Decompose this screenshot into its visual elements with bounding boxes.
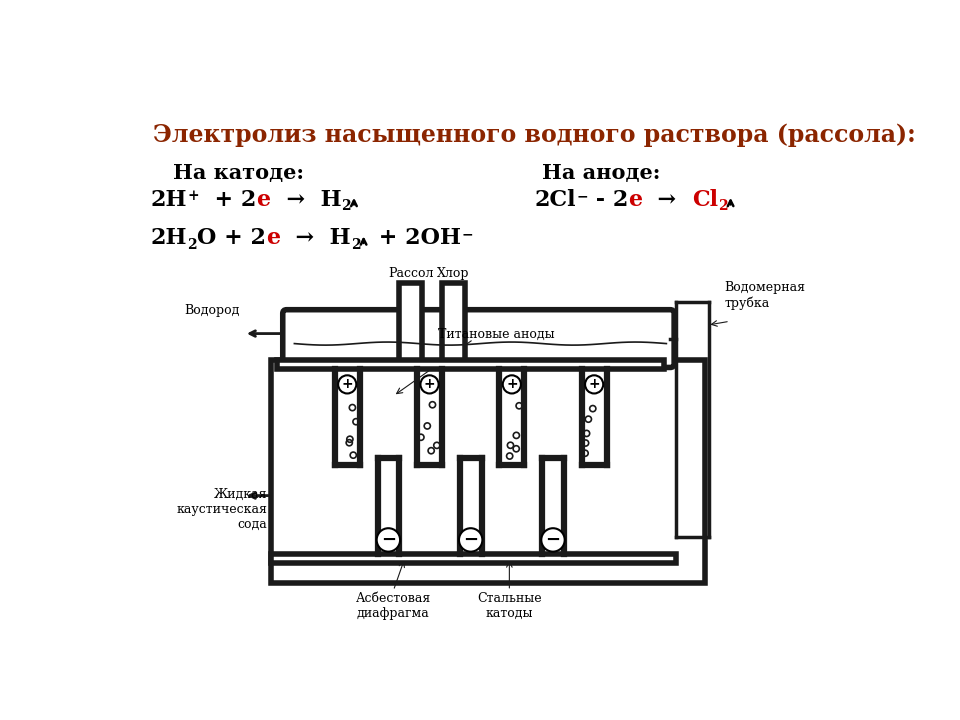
Text: −: − xyxy=(381,531,396,549)
Text: Cl: Cl xyxy=(692,189,718,211)
Text: 2: 2 xyxy=(718,199,728,213)
Text: - 2: - 2 xyxy=(588,189,628,211)
Text: 2Cl: 2Cl xyxy=(535,189,576,211)
Text: Стальные
катоды: Стальные катоды xyxy=(477,593,541,621)
Text: На катоде:: На катоде: xyxy=(173,163,303,184)
Text: Титановые аноды: Титановые аноды xyxy=(439,328,555,341)
Text: →  H: → H xyxy=(280,228,350,249)
Bar xyxy=(271,360,706,583)
Text: +: + xyxy=(506,377,517,392)
Text: Жидкая
каустическая
сода: Жидкая каустическая сода xyxy=(177,488,267,531)
Text: Асбестовая
диафрагма: Асбестовая диафрагма xyxy=(356,593,431,621)
Text: + 2OH: + 2OH xyxy=(372,228,462,249)
Text: 2: 2 xyxy=(187,238,197,252)
Text: +: + xyxy=(588,377,600,392)
Bar xyxy=(442,283,465,364)
Text: Хлор: Хлор xyxy=(437,266,469,279)
Text: Водород: Водород xyxy=(184,304,240,317)
Text: Рассол: Рассол xyxy=(388,266,433,279)
Text: +: + xyxy=(187,189,199,203)
Bar xyxy=(271,554,676,563)
Text: →: → xyxy=(642,189,692,211)
Text: →  H: → H xyxy=(271,189,341,211)
Text: Водомерная
трубка: Водомерная трубка xyxy=(725,281,805,310)
Text: e: e xyxy=(256,189,271,211)
Text: −: − xyxy=(463,531,478,549)
Text: e: e xyxy=(628,189,642,211)
Text: + 2: + 2 xyxy=(199,189,256,211)
Text: −: − xyxy=(462,228,473,242)
Text: 2: 2 xyxy=(341,199,350,213)
Text: 2: 2 xyxy=(350,238,361,252)
Bar xyxy=(399,283,422,364)
Bar xyxy=(277,360,664,369)
Text: 2H: 2H xyxy=(151,189,187,211)
Text: e: e xyxy=(266,228,280,249)
Text: +: + xyxy=(423,377,435,392)
Text: На аноде:: На аноде: xyxy=(542,163,660,184)
Text: +: + xyxy=(342,377,353,392)
Text: 2H: 2H xyxy=(151,228,187,249)
FancyBboxPatch shape xyxy=(283,310,674,367)
Text: Электролиз насыщенного водного раствора (рассола):: Электролиз насыщенного водного раствора … xyxy=(153,123,915,148)
Text: −: − xyxy=(545,531,561,549)
Text: O + 2: O + 2 xyxy=(197,228,266,249)
Text: −: − xyxy=(576,189,588,203)
